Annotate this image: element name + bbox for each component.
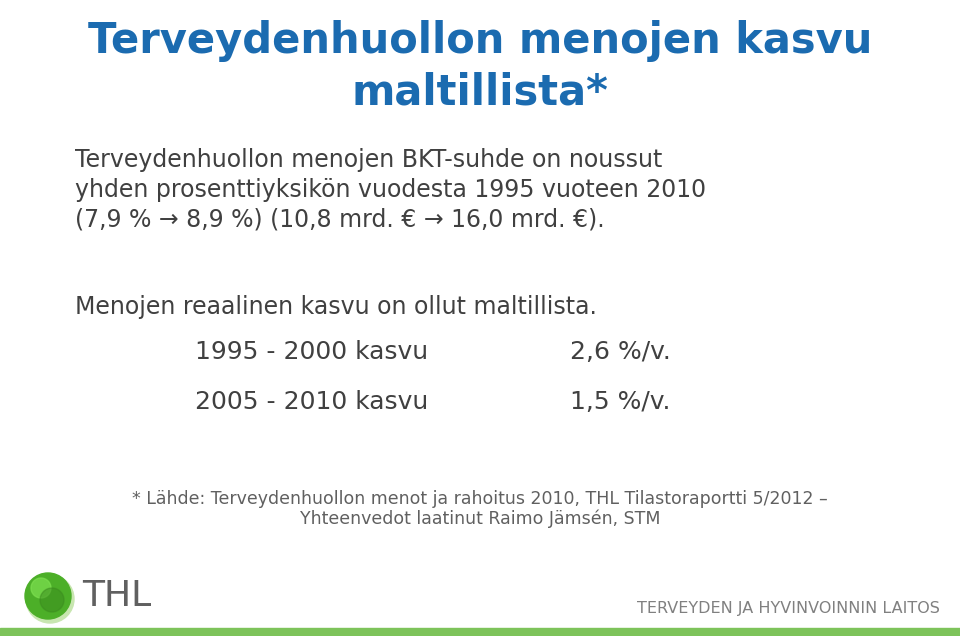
Text: Yhteenvedot laatinut Raimo Jämsén, STM: Yhteenvedot laatinut Raimo Jämsén, STM — [300, 510, 660, 529]
Bar — [0, 628, 960, 636]
Text: 2,6 %/v.: 2,6 %/v. — [570, 340, 671, 364]
Text: (7,9 % → 8,9 %) (10,8 mrd. € → 16,0 mrd. €).: (7,9 % → 8,9 %) (10,8 mrd. € → 16,0 mrd.… — [75, 208, 605, 232]
Text: Menojen reaalinen kasvu on ollut maltillista.: Menojen reaalinen kasvu on ollut maltill… — [75, 295, 597, 319]
Text: Terveydenhuollon menojen BKT-suhde on noussut: Terveydenhuollon menojen BKT-suhde on no… — [75, 148, 662, 172]
Text: Terveydenhuollon menojen kasvu
maltillista*: Terveydenhuollon menojen kasvu maltillis… — [87, 20, 873, 114]
Circle shape — [31, 578, 51, 598]
Text: 2005 - 2010 kasvu: 2005 - 2010 kasvu — [195, 390, 428, 414]
Text: 1995 - 2000 kasvu: 1995 - 2000 kasvu — [195, 340, 428, 364]
Text: * Lähde: Terveydenhuollon menot ja rahoitus 2010, THL Tilastoraportti 5/2012 –: * Lähde: Terveydenhuollon menot ja rahoi… — [132, 490, 828, 508]
Text: TERVEYDEN JA HYVINVOINNIN LAITOS: TERVEYDEN JA HYVINVOINNIN LAITOS — [637, 600, 940, 616]
Text: yhden prosenttiyksikön vuodesta 1995 vuoteen 2010: yhden prosenttiyksikön vuodesta 1995 vuo… — [75, 178, 707, 202]
Circle shape — [26, 575, 74, 623]
Text: 1,5 %/v.: 1,5 %/v. — [570, 390, 670, 414]
Circle shape — [40, 588, 64, 612]
Text: THL: THL — [82, 579, 152, 613]
Circle shape — [25, 573, 71, 619]
